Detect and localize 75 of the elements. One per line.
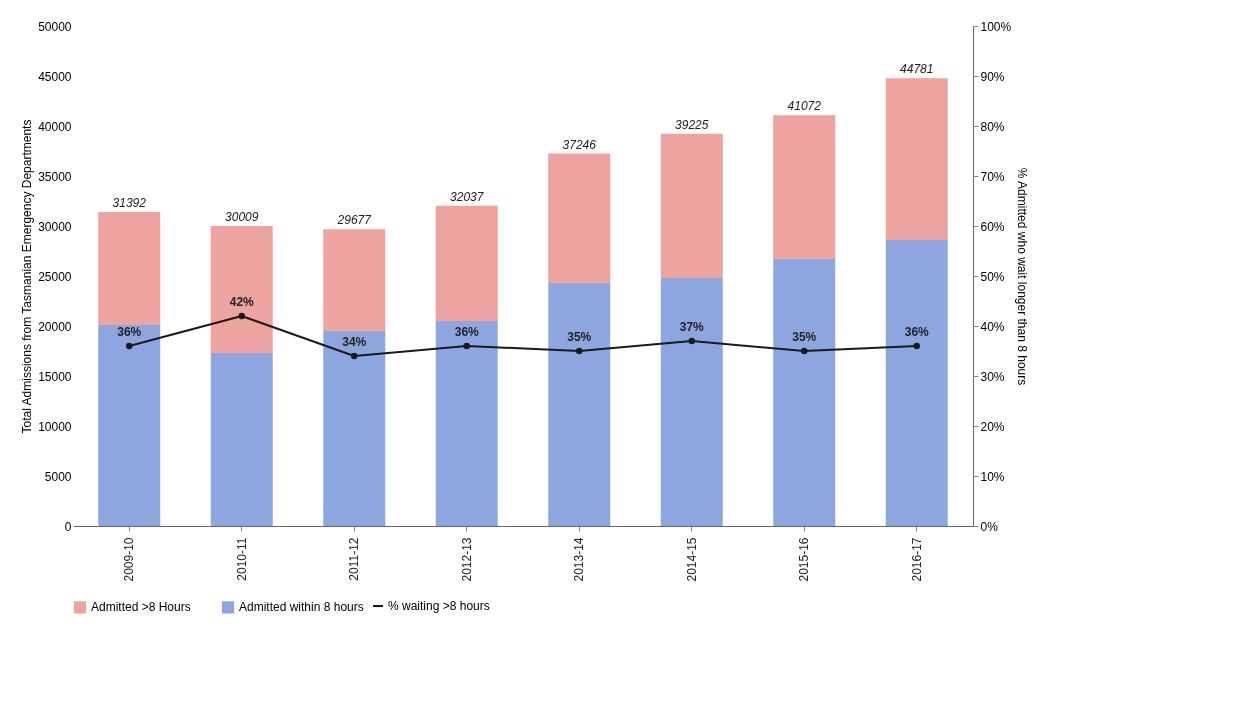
total-label: 37246 (562, 137, 597, 152)
point (238, 312, 245, 320)
total-label: 32037 (450, 189, 485, 204)
y-tick-label: 50000 (38, 19, 72, 34)
point (688, 337, 695, 345)
data-label: 42% (229, 295, 255, 309)
bar (323, 229, 386, 331)
point (126, 342, 133, 350)
bar (660, 133, 723, 278)
total-label: 30009 (225, 209, 259, 224)
bar (773, 259, 836, 526)
y2-tick-label: 50% (980, 269, 1005, 284)
x-tick-label: 2011-12 (347, 537, 362, 581)
bar (323, 331, 386, 526)
y2-tick-label: 20% (980, 419, 1005, 434)
y2-tick-label: 90% (980, 69, 1005, 84)
bar (435, 321, 498, 526)
y2-tick-label: 40% (980, 319, 1005, 334)
data-label: 37% (679, 320, 705, 334)
x-tick-label: 2013-14 (572, 537, 587, 582)
y-tick-label: 5000 (44, 469, 72, 484)
y-tick-label: 25000 (38, 269, 72, 284)
bar (210, 353, 273, 526)
y-tick-label: 10000 (38, 419, 72, 434)
y2-tick-label: 70% (980, 169, 1005, 184)
y-axis-title: Total Admissions from Tasmanian Emergency Departments (20, 119, 35, 434)
x-tick-label: 2012-13 (459, 537, 474, 582)
bar (885, 78, 948, 240)
x-tick-label: 2016-17 (909, 537, 924, 582)
x-tick-label: 2015-16 (797, 537, 812, 582)
data-label: 36% (454, 325, 480, 339)
data-label: 35% (567, 330, 592, 344)
bar (435, 205, 498, 321)
total-label: 39225 (675, 117, 709, 132)
data-label: 36% (117, 325, 142, 339)
total-label: 41072 (787, 99, 822, 114)
point (351, 352, 358, 360)
total-label: 44781 (900, 62, 934, 77)
data-label: 34% (342, 335, 367, 349)
y2-tick-label: 0% (980, 519, 999, 534)
y-tick-label: 35000 (38, 169, 72, 184)
x-tick-label: 2010-11 (234, 537, 249, 581)
legend-label: Admitted within 8 hours (239, 600, 364, 615)
data-label: 35% (792, 330, 817, 344)
bar (210, 225, 273, 353)
total-label: 31392 (112, 196, 147, 211)
total-label: 29677 (336, 213, 373, 228)
bar (773, 115, 836, 259)
bar (660, 278, 723, 526)
y2-tick-label: 30% (980, 369, 1005, 384)
bar (885, 240, 948, 526)
y-tick-label: 20000 (38, 319, 72, 334)
y-tick-label: 15000 (38, 369, 72, 384)
y-tick-label: 40000 (38, 119, 72, 134)
bar (548, 153, 611, 283)
bar (98, 212, 161, 325)
y2-tick-label: 60% (980, 219, 1005, 234)
y2-tick-label: 80% (980, 119, 1005, 134)
point (801, 347, 808, 355)
point (576, 347, 583, 355)
y-tick-label: 45000 (38, 69, 72, 84)
y-tick-label: 30000 (38, 219, 72, 234)
point (913, 342, 920, 350)
y2-tick-label: 100% (980, 19, 1012, 34)
y2-tick-label: 10% (980, 469, 1005, 484)
legend-label: % waiting >8 hours (388, 599, 490, 613)
y2-axis-title: % Admitted who wait longer than 8 hours (1015, 167, 1030, 386)
x-tick-label: 2009-10 (122, 537, 137, 582)
y-tick-label: 0 (64, 519, 72, 534)
point (463, 342, 470, 350)
legend-label: Admitted >8 Hours (91, 600, 191, 615)
x-tick-label: 2014-15 (684, 537, 699, 582)
bar (548, 283, 611, 526)
bar (98, 325, 161, 526)
data-label: 36% (904, 325, 930, 339)
